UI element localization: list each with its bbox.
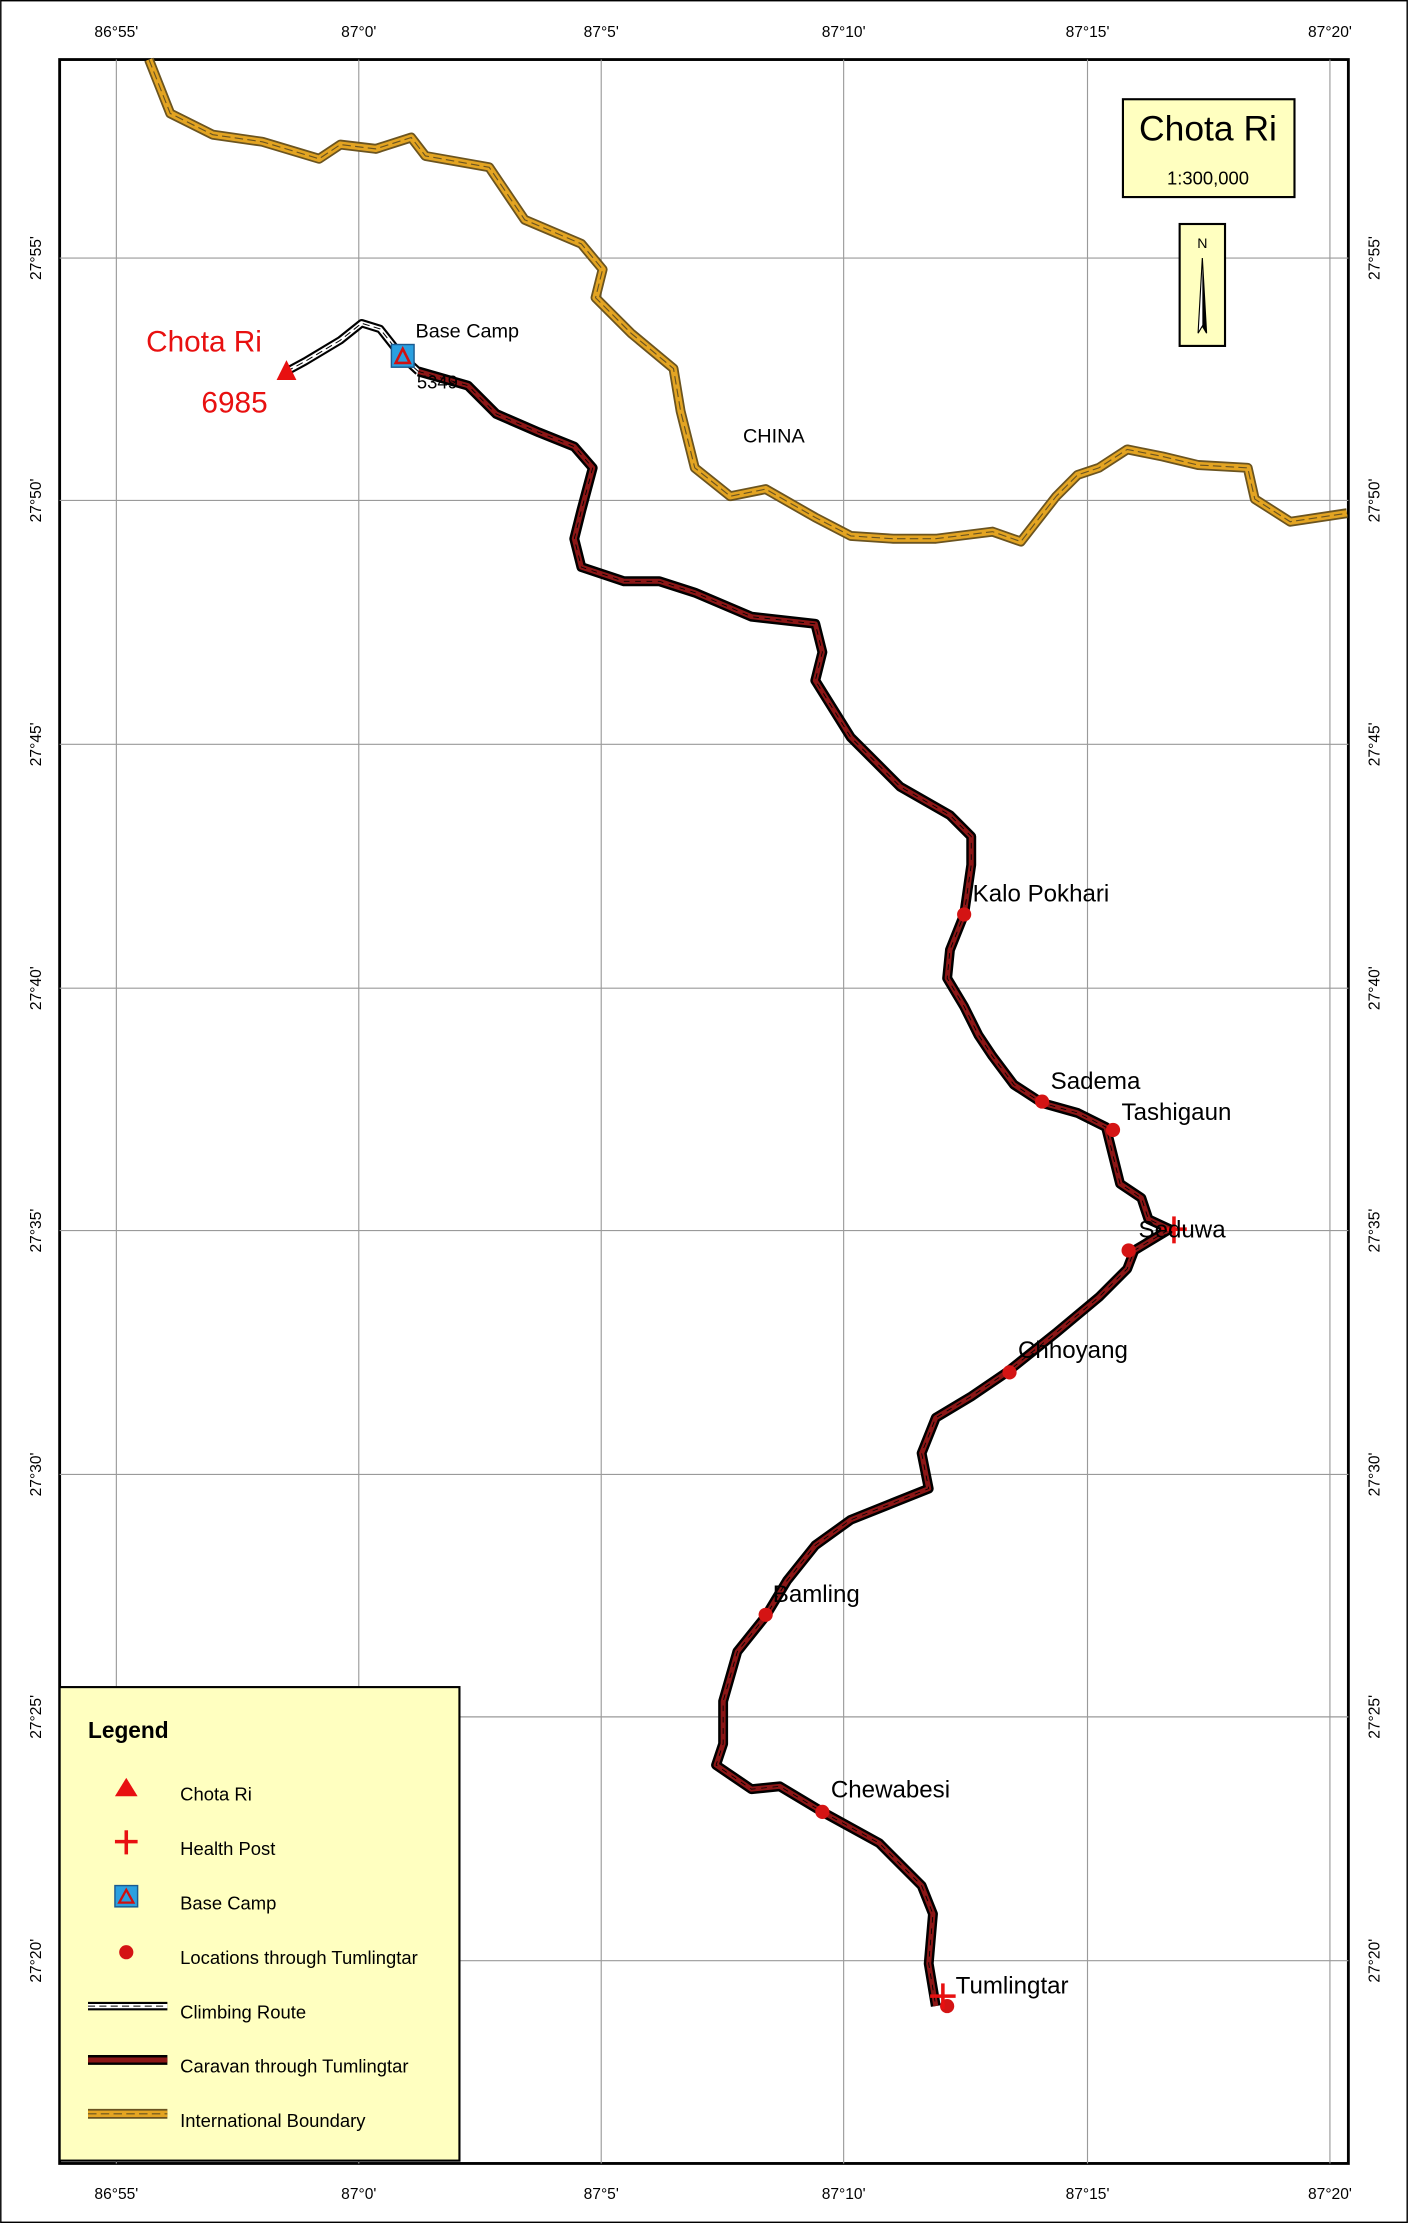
top-tick-label: 86°55': [94, 24, 138, 41]
top-tick-label: 87°5': [584, 24, 619, 41]
peak-elevation: 6985: [201, 387, 267, 420]
legend-label: Climbing Route: [180, 2001, 306, 2022]
bottom-tick-label: 87°15': [1066, 2186, 1110, 2203]
bottom-tick-label: 87°5': [584, 2186, 619, 2203]
top-tick-label: 87°15': [1066, 24, 1110, 41]
top-tick-label: 87°0': [341, 24, 376, 41]
left-tick-label: 27°45': [28, 722, 45, 766]
right-tick-label: 27°50': [1367, 479, 1384, 523]
caravan-route: [416, 366, 1175, 2007]
top-tick-label: 87°10': [822, 24, 866, 41]
north-label: N: [1197, 236, 1207, 252]
bottom-tick-label: 87°20': [1308, 2186, 1352, 2203]
left-tick-label: 27°40': [28, 966, 45, 1010]
legend-box: [58, 1686, 461, 2162]
region-label: CHINA: [743, 425, 805, 447]
map-title: Chota Ri: [1139, 108, 1277, 148]
bottom-tick-label: 86°55': [94, 2186, 138, 2203]
right-tick-label: 27°25': [1367, 1695, 1384, 1739]
place-label: Tashigaun: [1122, 1099, 1232, 1126]
left-tick-label: 27°50': [28, 479, 45, 523]
right-tick-label: 27°20': [1367, 1939, 1384, 1983]
peak-marker: [276, 360, 297, 380]
right-tick-label: 27°35': [1367, 1209, 1384, 1253]
legend-label: Caravan through Tumlingtar: [180, 2056, 408, 2077]
left-tick-label: 27°55': [28, 236, 45, 280]
legend-title: Legend: [88, 1717, 169, 1743]
left-tick-label: 27°30': [28, 1452, 45, 1496]
title-box: [1121, 98, 1296, 199]
legend-label: Base Camp: [180, 1892, 276, 1913]
right-tick-label: 27°30': [1367, 1452, 1384, 1496]
north-arrow-half: [1202, 258, 1207, 334]
place-label: Sadema: [1051, 1068, 1141, 1095]
base-camp-label: Base Camp: [415, 320, 519, 342]
place-label: Bamling: [773, 1581, 860, 1608]
international-boundary: [144, 57, 1348, 547]
graticule-labels: 86°55' 86°55' 87°0' 87°0' 87°5' 87°5' 87°10' 87…: [28, 24, 1383, 2203]
base-camp-marker: [390, 343, 415, 368]
right-tick-label: 27°55': [1367, 236, 1384, 280]
left-tick-label: 27°20': [28, 1939, 45, 1983]
left-tick-label: 27°35': [28, 1209, 45, 1253]
place-label: Chhoyang: [1018, 1337, 1128, 1364]
right-tick-label: 27°40': [1367, 966, 1384, 1010]
place-markers: [758, 907, 1136, 2014]
legend-symbols: [87, 1777, 168, 2119]
left-tick-label: 27°25': [28, 1695, 45, 1739]
base-camp-elevation: 5349: [417, 371, 458, 392]
top-tick-label: 87°20': [1308, 24, 1352, 41]
place-label: Kalo Pokhari: [973, 881, 1110, 908]
peak-name: Chota Ri: [146, 326, 262, 359]
health-post-markers: [930, 1216, 1187, 2009]
legend-labels: Chota Ri Health Post Base Camp Locations th…: [180, 1784, 418, 2132]
place-label: Seduwa: [1139, 1217, 1227, 1244]
bottom-tick-label: 87°0': [341, 2186, 376, 2203]
place-label: Tumlingtar: [956, 1972, 1069, 1999]
right-tick-label: 27°45': [1367, 722, 1384, 766]
place-label: Chewabesi: [831, 1777, 950, 1804]
legend-label: International Boundary: [180, 2110, 366, 2131]
legend-label: Chota Ri: [180, 1784, 252, 1805]
legend-label: Locations through Tumlingtar: [180, 1947, 418, 1968]
bottom-tick-label: 87°10': [822, 2186, 866, 2203]
legend-label: Health Post: [180, 1838, 275, 1859]
map-scale: 1:300,000: [1167, 167, 1249, 188]
